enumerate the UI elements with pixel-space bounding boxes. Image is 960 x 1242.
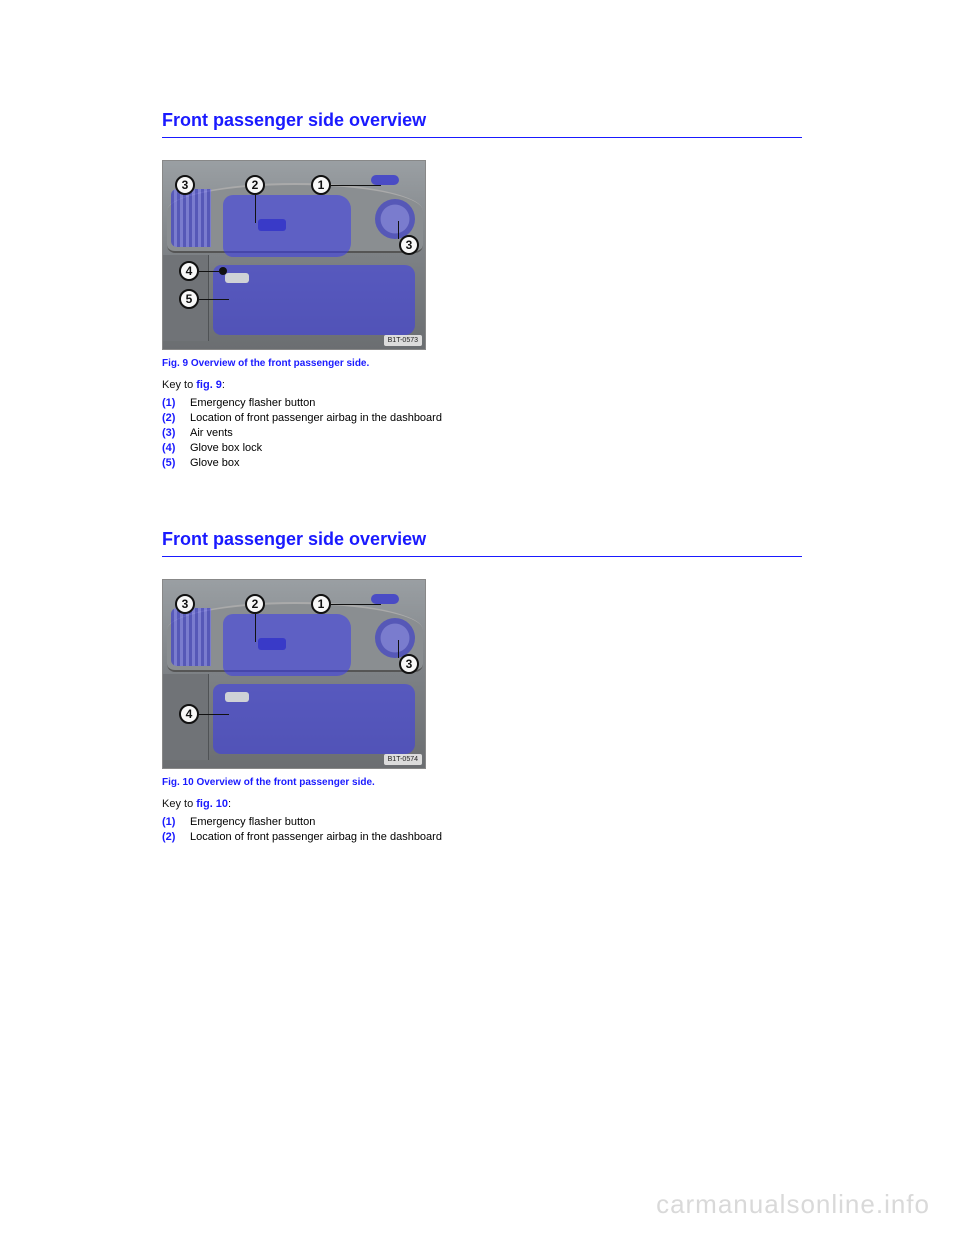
leader-line [331, 185, 381, 186]
key-prefix: Key to [162, 379, 196, 391]
list-item: (5) Glove box [162, 457, 800, 469]
item-text: Air vents [190, 427, 233, 439]
hazard-button [371, 175, 399, 185]
air-vent-left [171, 189, 211, 247]
key-line: Key to fig. 10: [162, 798, 800, 810]
fig-ref: fig. 9 [196, 379, 222, 391]
callout-3b: 3 [399, 654, 419, 674]
key-prefix: Key to [162, 798, 196, 810]
item-text: Glove box lock [190, 442, 262, 454]
leader-line [255, 195, 256, 223]
callout-4: 4 [179, 261, 199, 281]
glovebox-lock [219, 267, 227, 275]
callout-4: 4 [179, 704, 199, 724]
callout-3a: 3 [175, 594, 195, 614]
item-number: (5) [162, 457, 182, 469]
item-list: (1) Emergency flasher button (2) Location … [162, 397, 800, 469]
list-item: (1) Emergency flasher button [162, 816, 800, 828]
item-number: (1) [162, 397, 182, 409]
air-vent-right [375, 199, 415, 239]
glovebox-handle [225, 273, 249, 283]
callout-3b: 3 [399, 235, 419, 255]
item-list: (1) Emergency flasher button (2) Location … [162, 816, 800, 843]
item-text: Emergency flasher button [190, 816, 315, 828]
image-code: B1T-0573 [384, 335, 422, 346]
item-number: (1) [162, 816, 182, 828]
leader-line [199, 271, 219, 272]
leader-line [331, 604, 381, 605]
item-text: Emergency flasher button [190, 397, 315, 409]
list-item: (4) Glove box lock [162, 442, 800, 454]
list-item: (2) Location of front passenger airbag in… [162, 831, 800, 843]
airbag-label [258, 219, 286, 231]
section-heading: Front passenger side overview [162, 529, 802, 557]
leader-line [199, 714, 229, 715]
item-number: (4) [162, 442, 182, 454]
leader-line [398, 640, 399, 658]
section-1: Front passenger side overview 1 2 3 3 4 … [162, 110, 800, 469]
leader-line [398, 221, 399, 239]
callout-1: 1 [311, 594, 331, 614]
leader-line [255, 614, 256, 642]
item-text: Location of front passenger airbag in th… [190, 412, 442, 424]
section-heading: Front passenger side overview [162, 110, 802, 138]
section-2: Front passenger side overview 1 2 3 3 4 … [162, 529, 800, 843]
figure-caption: Fig. 10 Overview of the front passenger … [162, 777, 800, 788]
figure-image-9: 1 2 3 3 4 5 B1T-0573 [162, 160, 426, 350]
item-text: Location of front passenger airbag in th… [190, 831, 442, 843]
fig-ref: fig. 10 [196, 798, 228, 810]
key-suffix: : [228, 798, 231, 810]
airbag-panel [223, 195, 351, 257]
list-item: (1) Emergency flasher button [162, 397, 800, 409]
glovebox-handle [225, 692, 249, 702]
item-text: Glove box [190, 457, 240, 469]
airbag-label [258, 638, 286, 650]
airbag-panel [223, 614, 351, 676]
watermark: carmanualsonline.info [656, 1189, 930, 1220]
air-vent-right [375, 618, 415, 658]
callout-2: 2 [245, 175, 265, 195]
list-item: (2) Location of front passenger airbag in… [162, 412, 800, 424]
item-number: (2) [162, 412, 182, 424]
callout-1: 1 [311, 175, 331, 195]
image-code: B1T-0574 [384, 754, 422, 765]
item-number: (2) [162, 831, 182, 843]
callout-5: 5 [179, 289, 199, 309]
hazard-button [371, 594, 399, 604]
callout-3a: 3 [175, 175, 195, 195]
figure-caption: Fig. 9 Overview of the front passenger s… [162, 358, 800, 369]
leader-line [199, 299, 229, 300]
key-line: Key to fig. 9: [162, 379, 800, 391]
callout-2: 2 [245, 594, 265, 614]
figure-image-10: 1 2 3 3 4 B1T-0574 [162, 579, 426, 769]
list-item: (3) Air vents [162, 427, 800, 439]
key-suffix: : [222, 379, 225, 391]
item-number: (3) [162, 427, 182, 439]
air-vent-left [171, 608, 211, 666]
